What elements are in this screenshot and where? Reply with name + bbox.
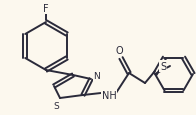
- Text: S: S: [160, 61, 166, 71]
- Text: F: F: [43, 4, 49, 14]
- Text: NH: NH: [102, 90, 116, 100]
- Text: N: N: [94, 72, 100, 81]
- Text: S: S: [53, 102, 59, 111]
- Text: O: O: [115, 46, 123, 56]
